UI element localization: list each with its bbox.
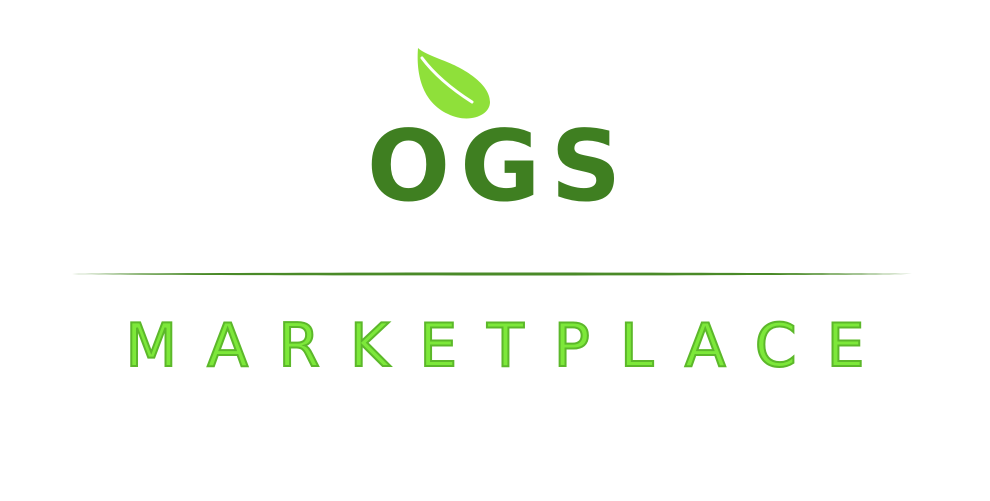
brand-name: OGS — [366, 110, 632, 224]
divider-line — [72, 272, 912, 276]
leaf-icon — [417, 48, 490, 119]
tagline: MARKETPLACE — [124, 311, 895, 381]
